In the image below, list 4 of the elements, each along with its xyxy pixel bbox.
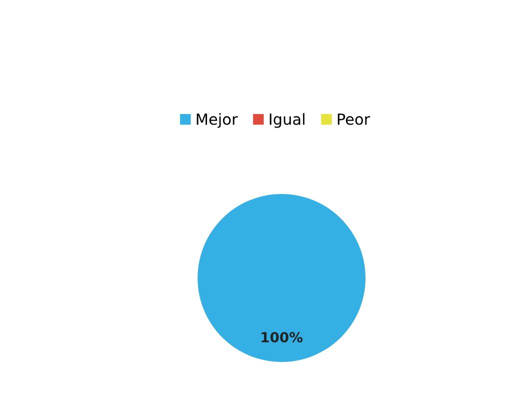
legend-label: Mejor bbox=[196, 113, 238, 128]
data-label: 100% bbox=[262, 332, 303, 342]
legend-label: Peor bbox=[338, 114, 370, 125]
legend-label: Igual bbox=[270, 113, 304, 128]
